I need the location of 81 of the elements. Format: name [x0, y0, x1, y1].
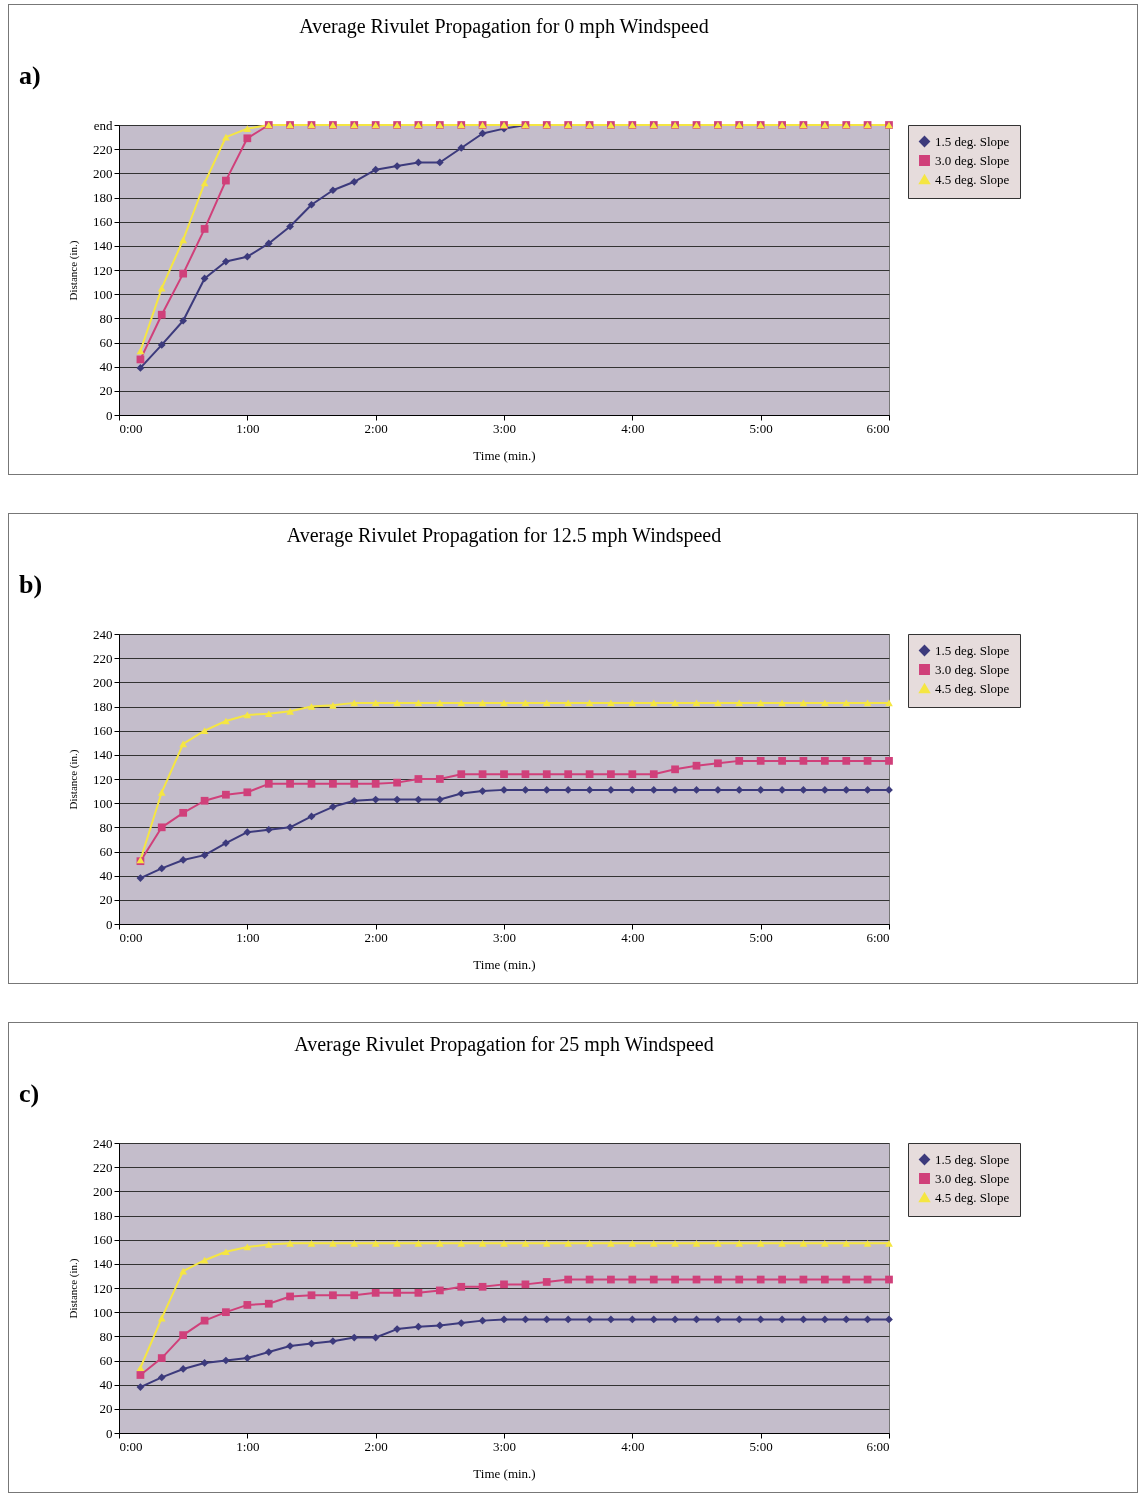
y-tick-label: 100 — [93, 286, 113, 302]
y-tick-label: 140 — [93, 747, 113, 763]
y-tick-label: 100 — [93, 795, 113, 811]
y-tick-label: 0 — [106, 407, 113, 423]
legend-label: 1.5 deg. Slope — [935, 1151, 1010, 1167]
y-tick-label: 180 — [93, 699, 113, 714]
x-tick-label: 1:00 — [236, 420, 260, 436]
x-tick-label: 0:00 — [119, 420, 143, 436]
y-tick-label: 160 — [93, 723, 113, 739]
x-tick-label: 0:00 — [119, 1438, 143, 1454]
legend-label: 1.5 deg. Slope — [935, 642, 1010, 658]
x-tick-label: 5:00 — [749, 420, 773, 436]
y-tick-label: 200 — [93, 1183, 113, 1199]
x-axis-title: Time (min.) — [473, 447, 536, 463]
y-tick-label: 160 — [93, 214, 113, 230]
x-tick-label: 1:00 — [236, 1438, 260, 1454]
y-tick-label: 80 — [99, 1328, 113, 1344]
y-tick-label: 220 — [93, 650, 113, 666]
legend-label: 4.5 deg. Slope — [935, 680, 1010, 696]
y-tick-label: 240 — [93, 626, 113, 642]
y-tick-label: 220 — [93, 141, 113, 157]
y-tick-label: 140 — [93, 1256, 113, 1272]
y-tick-label: 20 — [99, 892, 113, 908]
legend-label: 4.5 deg. Slope — [935, 1189, 1010, 1205]
y-tick-label: 80 — [99, 819, 113, 835]
text: b) — [19, 570, 43, 599]
x-tick-label: 3:00 — [492, 420, 517, 436]
y-axis-title: Distance (in.) — [67, 749, 80, 810]
legend-label: 3.0 deg. Slope — [935, 152, 1010, 168]
legend-label: 3.0 deg. Slope — [935, 1170, 1010, 1186]
y-tick-label: 80 — [99, 310, 113, 326]
y-tick-label: 240 — [93, 1135, 113, 1151]
x-tick-label: 4:00 — [621, 929, 645, 945]
y-tick-label: 60 — [99, 335, 113, 350]
y-tick-label: 40 — [99, 1377, 113, 1393]
y-tick-label: 120 — [93, 262, 113, 278]
x-axis-title: Time (min.) — [473, 956, 536, 972]
x-tick-label: 0:00 — [119, 929, 143, 945]
y-tick-label: end — [93, 117, 113, 133]
y-tick-label: 120 — [93, 1280, 113, 1296]
legend-label: 1.5 deg. Slope — [935, 133, 1010, 149]
y-tick-label: 180 — [93, 190, 113, 205]
y-tick-label: 200 — [93, 674, 113, 690]
x-axis-title: Time (min.) — [473, 1465, 536, 1481]
x-tick-label: 2:00 — [364, 420, 388, 436]
chart-title: Average Rivulet Propagation for 12.5 mph Windspeed — [286, 524, 722, 547]
x-tick-label: 6:00 — [866, 1438, 890, 1454]
x-tick-label: 5:00 — [749, 1438, 773, 1454]
chart-title: Average Rivulet Propagation for 0 mph Windspeed — [299, 15, 709, 38]
y-tick-label: 120 — [93, 771, 113, 787]
y-tick-label: 180 — [93, 1208, 113, 1223]
x-tick-label: 6:00 — [866, 420, 890, 436]
x-tick-label: 3:00 — [492, 1438, 517, 1454]
text: a) — [19, 61, 41, 90]
x-tick-label: 4:00 — [621, 420, 645, 436]
x-tick-label: 5:00 — [749, 929, 773, 945]
x-tick-label: 3:00 — [492, 929, 517, 945]
y-tick-label: 100 — [93, 1304, 113, 1320]
x-tick-label: 4:00 — [621, 1438, 645, 1454]
y-tick-label: 220 — [93, 1159, 113, 1175]
y-tick-label: 60 — [99, 844, 113, 859]
legend-label: 4.5 deg. Slope — [935, 171, 1010, 187]
y-axis-title: Distance (in.) — [67, 1258, 80, 1319]
chart-title: Average Rivulet Propagation for 25 mph Windspeed — [294, 1033, 714, 1056]
y-tick-label: 60 — [99, 1353, 113, 1368]
y-tick-label: 20 — [99, 383, 113, 399]
y-tick-label: 20 — [99, 1401, 113, 1417]
y-tick-label: 160 — [93, 1232, 113, 1248]
y-tick-label: 200 — [93, 165, 113, 181]
y-tick-label: 40 — [99, 868, 113, 884]
y-tick-label: 140 — [93, 238, 113, 254]
text: c) — [19, 1079, 40, 1108]
y-axis-title: Distance (in.) — [67, 240, 80, 301]
y-tick-label: 0 — [106, 916, 113, 932]
x-tick-label: 6:00 — [866, 929, 890, 945]
y-tick-label: 0 — [106, 1425, 113, 1441]
legend-label: 3.0 deg. Slope — [935, 661, 1010, 677]
x-tick-label: 2:00 — [364, 1438, 388, 1454]
y-tick-label: 40 — [99, 359, 113, 375]
x-tick-label: 1:00 — [236, 929, 260, 945]
x-tick-label: 2:00 — [364, 929, 388, 945]
